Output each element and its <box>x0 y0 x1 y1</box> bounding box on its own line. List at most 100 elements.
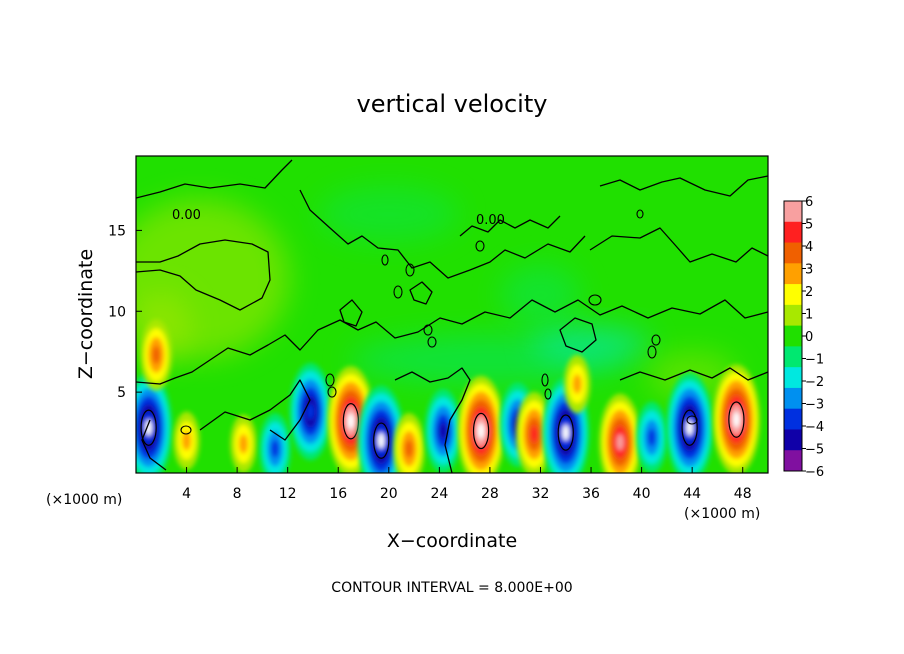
contour-interval-label: CONTOUR INTERVAL = 8.000E+00 <box>331 580 572 596</box>
colorbar-swatch <box>784 304 802 327</box>
y-tick-label: 10 <box>108 304 126 320</box>
zero-contour-loop <box>636 209 644 219</box>
colorbar-label: 1 <box>805 308 813 323</box>
x-tick-label: 44 <box>683 486 701 502</box>
downdraft-cell <box>136 372 173 473</box>
zero-contour <box>459 215 561 237</box>
colorbar-label: −1 <box>805 353 824 368</box>
x-axis: 4 8 12 16 20 24 28 32 36 40 44 48 <box>182 467 752 502</box>
zero-contour-loop <box>405 263 415 277</box>
colorbar-label: −3 <box>805 398 824 413</box>
downdraft-cell <box>424 388 462 473</box>
plot-area: 0.00 0.00 <box>136 156 768 473</box>
colorbar-swatch <box>784 284 802 306</box>
y-axis: 5 10 15 <box>108 223 142 401</box>
colorbar-label: −4 <box>805 420 824 435</box>
colorbar-swatch <box>784 201 802 223</box>
contour-value-label: 0.00 <box>172 208 201 223</box>
colorbar-label: 2 <box>805 285 813 300</box>
velocity-field <box>136 186 760 473</box>
contour-value-label: 0.00 <box>476 213 505 228</box>
y-tick-label: 15 <box>108 223 126 239</box>
colorbar-label: 5 <box>805 218 813 233</box>
plot-frame <box>135 155 769 474</box>
x-unit-label-left: (×1000 m) <box>46 492 122 508</box>
colorbar-label: 4 <box>805 240 813 255</box>
downdraft-cell <box>289 363 332 461</box>
zero-contour <box>619 367 768 381</box>
zero-contour-loop <box>180 425 192 435</box>
colorbar-swatch <box>784 325 802 347</box>
y-tick-label: 5 <box>117 385 126 401</box>
downdraft-cell <box>357 385 405 473</box>
x-tick-label: 8 <box>233 486 242 502</box>
zero-contour <box>199 379 311 441</box>
x-tick-label: 16 <box>329 486 347 502</box>
zero-contour <box>136 299 768 385</box>
colorbar-swatch <box>784 429 802 451</box>
colorbar-label: 3 <box>805 263 813 278</box>
zero-contour-loop <box>381 254 389 266</box>
core-contour <box>373 422 390 459</box>
updraft-cell <box>230 414 257 473</box>
zero-contour-loop <box>475 240 485 252</box>
zero-contour-loop <box>544 388 552 400</box>
colorbar-swatch <box>784 263 802 285</box>
colorbar-swatch <box>784 387 802 410</box>
x-tick-label: 4 <box>182 486 191 502</box>
x-axis-title: X−coordinate <box>387 530 517 552</box>
x-tick-label: 40 <box>633 486 651 502</box>
colorbar-swatch <box>784 408 802 430</box>
contour-lines <box>136 159 768 473</box>
downdraft-cell <box>259 413 291 473</box>
zero-contour <box>339 299 363 327</box>
x-unit-label-right: (×1000 m) <box>684 506 760 522</box>
zero-contour-loop <box>588 294 602 306</box>
colorbar-swatch <box>784 221 802 244</box>
colorbar-swatch <box>784 242 802 264</box>
zero-contour <box>559 317 597 353</box>
colorbar-swatch <box>784 450 802 472</box>
x-tick-label: 36 <box>582 486 600 502</box>
x-tick-label: 12 <box>279 486 297 502</box>
updraft-cell <box>173 411 200 470</box>
colorbar-swatch <box>784 367 802 389</box>
x-tick-label: 24 <box>430 486 448 502</box>
core-contour <box>140 409 157 446</box>
core-contour <box>342 403 360 440</box>
y-axis-title: Z−coordinate <box>75 249 97 379</box>
downdraft-cell <box>666 372 714 473</box>
updraft-cell <box>393 413 425 473</box>
updraft-cell <box>712 364 760 473</box>
updraft-cell <box>140 319 173 391</box>
zero-contour <box>409 281 433 305</box>
downdraft-cell <box>635 401 668 473</box>
colorbar-label: −6 <box>805 465 824 480</box>
x-tick-label: 32 <box>532 486 550 502</box>
updraft-cell <box>599 393 642 473</box>
x-tick-label: 28 <box>481 486 499 502</box>
zero-contour-loop <box>327 386 337 398</box>
core-contour <box>728 401 745 438</box>
colorbar-label: 0 <box>805 330 813 345</box>
core-contour <box>472 412 490 450</box>
colorbar-label: −5 <box>805 443 824 458</box>
updraft-cell <box>515 392 553 473</box>
zero-contour <box>136 159 293 199</box>
updraft-cell <box>563 355 591 414</box>
zero-contour-loop <box>647 345 657 359</box>
colorbar-label: −2 <box>805 375 824 390</box>
zero-contour-loop <box>423 324 433 336</box>
colorbar: 6 5 4 3 2 1 0 −1 −2 −3 −4 −5 −6 <box>783 195 824 480</box>
zero-contour <box>589 227 768 263</box>
core-contour <box>681 409 698 446</box>
core-contour <box>557 414 574 451</box>
zero-contour <box>141 419 167 471</box>
zero-contour-loop <box>393 285 403 299</box>
zero-contour <box>599 175 768 197</box>
zero-contour-loop <box>427 336 437 348</box>
colorbar-swatch <box>784 346 802 368</box>
x-tick-label: 20 <box>380 486 398 502</box>
zero-contour <box>394 367 471 473</box>
